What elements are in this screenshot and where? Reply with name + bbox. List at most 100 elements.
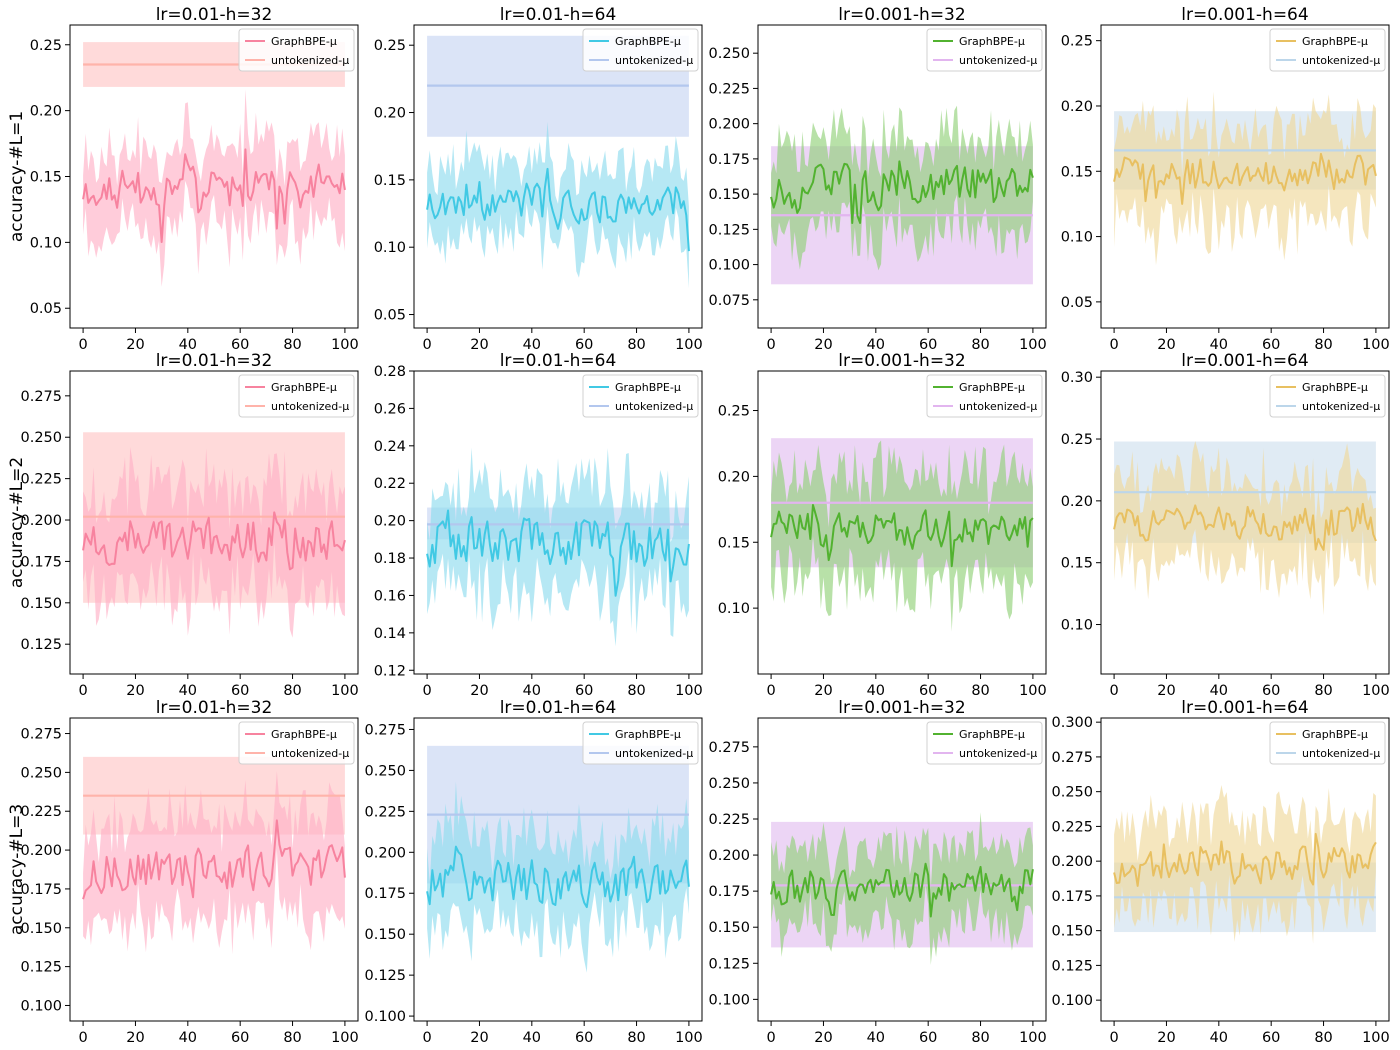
y-tick-label: 0.175: [708, 884, 750, 900]
x-tick-label: 80: [283, 683, 301, 699]
plot-area: [82, 432, 346, 638]
y-tick-label: 0.20: [718, 469, 750, 485]
y-tick-label: 0.100: [20, 998, 62, 1014]
y-axis-label: accuracy-#L=3: [7, 804, 27, 935]
y-tick-label: 0.24: [374, 439, 406, 455]
axes-frame: [757, 24, 1047, 329]
y-tick-label: 0.15: [30, 170, 62, 186]
series-line: [1113, 152, 1377, 205]
y-tick-label: 0.225: [20, 472, 62, 488]
legend-label-series: GraphBPE-μ: [1302, 381, 1368, 394]
x-tick-label: 20: [1157, 683, 1175, 699]
subplot-title: lr=0.001-h=64: [1181, 351, 1308, 371]
legend: GraphBPE-μ untokenized-μ: [582, 721, 699, 765]
y-tick-label: 0.225: [20, 804, 62, 820]
axes-frame: [1100, 370, 1390, 675]
legend-box: [926, 28, 1043, 72]
y-tick-label: 0.25: [1061, 432, 1093, 448]
y-tick-label: 0.100: [364, 1009, 406, 1025]
y-tick-label: 0.200: [708, 848, 750, 864]
plot-area: [82, 42, 346, 287]
y-tick-label: 0.275: [364, 722, 406, 738]
y-tick-label: 0.225: [364, 804, 406, 820]
subplot-1: 0 20 40 60 80 100 0.05 0.10 0.15 0.20 0.25 lr=0.01-…: [7, 5, 359, 353]
legend-label-baseline: untokenized-μ: [959, 747, 1037, 760]
x-tick-label: 20: [814, 1030, 832, 1046]
y-tick-label: 0.250: [1051, 785, 1093, 801]
legend-label-series: GraphBPE-μ: [959, 381, 1025, 394]
y-tick-label: 0.250: [20, 765, 62, 781]
x-tick-label: 0: [78, 683, 87, 699]
y-tick-label: 0.200: [20, 513, 62, 529]
series-line: [82, 511, 346, 571]
legend-box: [582, 374, 699, 418]
y-tick-label: 0.275: [1051, 750, 1093, 766]
series-line: [82, 148, 346, 244]
y-tick-label: 0.100: [708, 992, 750, 1008]
y-tick-label: 0.150: [708, 187, 750, 203]
x-tick-label: 0: [422, 1030, 431, 1046]
legend-box: [238, 374, 355, 418]
x-tick-label: 40: [1210, 683, 1228, 699]
legend: GraphBPE-μ untokenized-μ: [1269, 374, 1386, 418]
y-tick-label: 0.125: [20, 637, 62, 653]
legend: GraphBPE-μ untokenized-μ: [238, 721, 355, 765]
x-tick-label: 60: [1262, 337, 1280, 353]
axes-frame: [413, 717, 703, 1022]
y-tick-label: 0.10: [1061, 230, 1093, 246]
y-tick-label: 0.15: [1061, 556, 1093, 572]
series-band: [1114, 440, 1376, 616]
x-tick-label: 20: [1157, 1030, 1175, 1046]
legend: GraphBPE-μ untokenized-μ: [926, 28, 1043, 72]
legend-label-series: GraphBPE-μ: [271, 728, 337, 741]
y-tick-label: 0.20: [374, 106, 406, 122]
x-tick-label: 60: [1262, 1030, 1280, 1046]
axes-frame: [413, 24, 703, 329]
legend-label-baseline: untokenized-μ: [615, 400, 693, 413]
legend-label-baseline: untokenized-μ: [615, 747, 693, 760]
axes-frame: [69, 717, 359, 1022]
y-tick-label: 0.20: [1061, 494, 1093, 510]
x-tick-label: 100: [331, 1030, 359, 1046]
legend-box: [926, 374, 1043, 418]
y-tick-label: 0.175: [20, 882, 62, 898]
subplot-title: lr=0.001-h=32: [838, 698, 965, 718]
y-tick-label: 0.20: [374, 514, 406, 530]
legend-label-series: GraphBPE-μ: [1302, 728, 1368, 741]
x-tick-label: 80: [283, 1030, 301, 1046]
x-tick-label: 20: [126, 337, 144, 353]
x-tick-label: 100: [331, 683, 359, 699]
series-band: [427, 447, 689, 647]
legend: GraphBPE-μ untokenized-μ: [582, 374, 699, 418]
x-tick-label: 80: [283, 337, 301, 353]
x-tick-label: 0: [766, 683, 775, 699]
legend-box: [582, 721, 699, 765]
subplot-7: 0 20 40 60 80 100 0.10 0.15 0.20 0.25 lr=0.001-h=3…: [718, 351, 1047, 699]
legend: GraphBPE-μ untokenized-μ: [238, 374, 355, 418]
x-tick-label: 80: [971, 1030, 989, 1046]
y-tick-label: 0.250: [708, 776, 750, 792]
subplot-title: lr=0.01-h=32: [156, 5, 273, 25]
y-tick-label: 0.14: [374, 626, 406, 642]
y-tick-label: 0.10: [374, 240, 406, 256]
subplot-title: lr=0.01-h=64: [500, 698, 617, 718]
legend-box: [926, 721, 1043, 765]
y-tick-label: 0.125: [1051, 958, 1093, 974]
y-tick-label: 0.05: [1061, 295, 1093, 311]
x-tick-label: 80: [971, 683, 989, 699]
y-tick-label: 0.275: [20, 727, 62, 743]
series-line: [770, 862, 1034, 918]
subplot-6: 0 20 40 60 80 100 0.12 0.14 0.16 0.18 0.20 0.22 0.24…: [374, 351, 703, 699]
x-tick-label: 100: [1362, 337, 1390, 353]
legend-label-baseline: untokenized-μ: [1302, 747, 1380, 760]
x-tick-label: 100: [1019, 1030, 1047, 1046]
axes-frame: [69, 370, 359, 675]
subplot-title: lr=0.001-h=32: [838, 5, 965, 25]
y-tick-label: 0.28: [374, 364, 406, 380]
y-tick-label: 0.200: [1051, 854, 1093, 870]
series-band: [427, 121, 689, 289]
legend-box: [238, 28, 355, 72]
x-tick-label: 100: [1362, 683, 1390, 699]
subplot-title: lr=0.001-h=32: [838, 351, 965, 371]
